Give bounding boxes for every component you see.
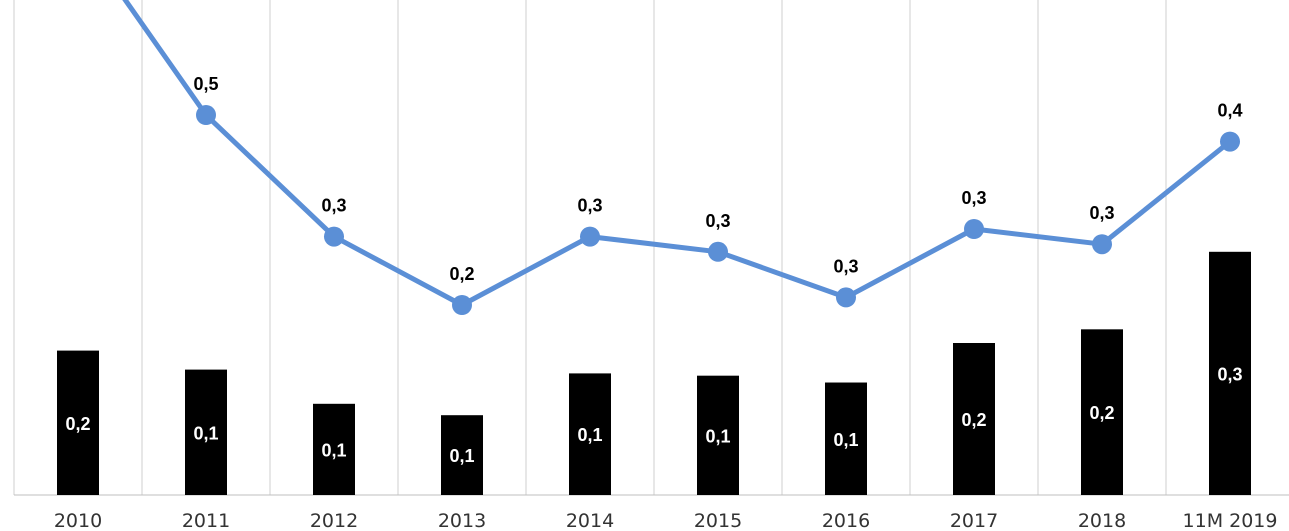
bar-data-label: 0,1: [449, 446, 474, 466]
x-tick-label: 2014: [566, 510, 614, 531]
line-point: [1092, 234, 1112, 255]
bar: [569, 373, 611, 495]
x-tick-label: 2015: [694, 510, 742, 531]
x-tick-label: 2011: [182, 510, 230, 531]
bar-data-label: 0,1: [705, 426, 730, 446]
bar: [825, 382, 867, 495]
line-point: [324, 226, 344, 247]
line-data-label: 0,3: [577, 196, 602, 216]
x-tick-label: 11M 2019: [1183, 510, 1278, 531]
x-tick-label: 2017: [950, 510, 998, 531]
bar: [313, 403, 355, 495]
bar: [1209, 251, 1251, 495]
x-tick-label: 2013: [438, 510, 486, 531]
line-point: [580, 226, 600, 247]
line-point: [196, 105, 216, 125]
bar-data-label: 0,2: [1089, 403, 1114, 423]
bar-data-label: 0,1: [193, 423, 218, 443]
line-series: [122, 0, 1233, 308]
bar-data-label: 0,2: [961, 410, 986, 430]
x-tick-label: 2018: [1078, 510, 1126, 531]
line-data-label: 0,3: [1089, 203, 1114, 223]
line-data-label: 0,5: [193, 74, 218, 94]
bar: [697, 375, 739, 495]
bar-data-label: 0,1: [321, 440, 346, 460]
line-point: [1220, 131, 1240, 152]
x-tick-label: 2010: [54, 510, 102, 531]
line-point: [452, 295, 472, 315]
bar: [185, 369, 227, 495]
line-point: [964, 219, 984, 239]
line-data-label: 0,2: [449, 264, 474, 284]
bar-data-label: 0,2: [65, 414, 90, 434]
bar: [1081, 329, 1123, 495]
line-data-label: 0,3: [833, 256, 858, 276]
bar: [953, 343, 995, 495]
line-data-label: 0,4: [1217, 101, 1242, 121]
line-data-label: 0,3: [321, 196, 346, 216]
bar: [57, 350, 99, 495]
bar-data-label: 0,1: [577, 425, 602, 445]
bar-data-label: 0,1: [833, 430, 858, 450]
bar: [441, 415, 483, 495]
bar-data-label: 0,3: [1217, 364, 1242, 384]
x-tick-label: 2016: [822, 510, 870, 531]
line-data-label: 0,3: [961, 188, 986, 208]
line-point: [836, 287, 856, 308]
line-data-label: 0,3: [705, 211, 730, 231]
x-tick-label: 2012: [310, 510, 358, 531]
line-point: [708, 241, 728, 262]
